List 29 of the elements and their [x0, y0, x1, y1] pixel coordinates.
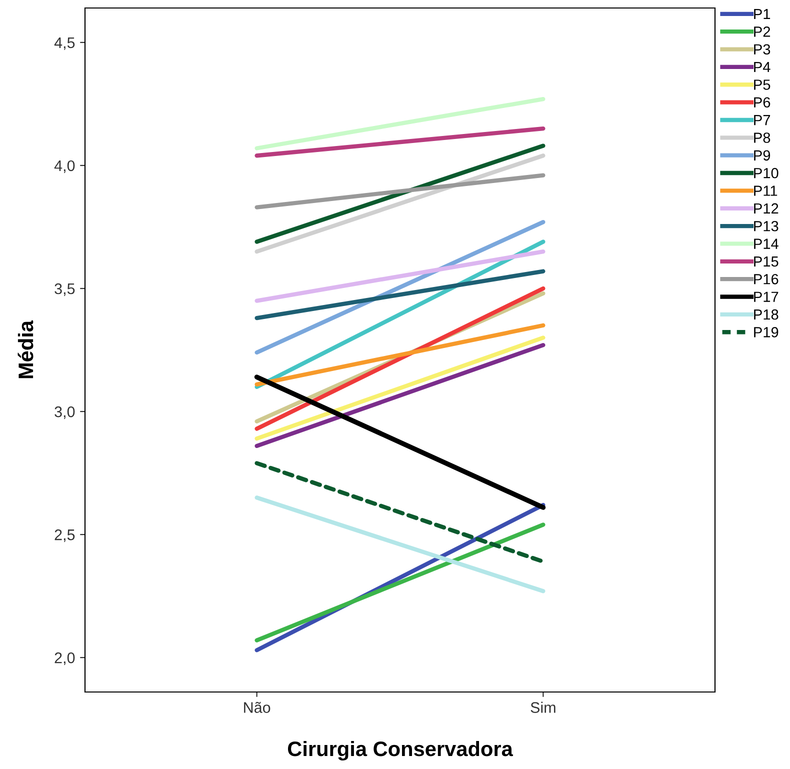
legend-label: P16 — [754, 274, 778, 284]
x-tick-label: Não — [244, 702, 270, 713]
legend-label: P1 — [754, 8, 770, 20]
legend-label: P15 — [754, 256, 778, 267]
legend-label: P9 — [754, 150, 770, 161]
legend-label: P10 — [754, 168, 778, 178]
legend-label: P18 — [754, 309, 778, 320]
legend-label: P14 — [754, 238, 778, 249]
legend-label: P13 — [754, 220, 778, 232]
legend-label: P11 — [754, 186, 778, 196]
legend-label: P19 — [754, 327, 778, 338]
legend-label: P4 — [754, 62, 770, 72]
x-axis-title: Cirurgia Conservadora — [288, 740, 514, 760]
y-tick-label: 2,5 — [54, 529, 75, 542]
legend-label: P8 — [754, 132, 770, 143]
legend-label: P6 — [754, 97, 770, 108]
legend-label: P17 — [754, 292, 778, 302]
y-tick-label: 2,0 — [54, 652, 75, 666]
legend-label: P12 — [754, 203, 778, 214]
y-tick-label: 3,0 — [54, 406, 75, 419]
y-axis-title: Média — [18, 320, 34, 378]
legend-label: P2 — [754, 26, 770, 37]
x-tick-label: Sim — [530, 702, 556, 713]
legend-label: P3 — [754, 44, 770, 55]
y-tick-label: 4,5 — [54, 37, 75, 50]
y-tick-label: 4,0 — [54, 160, 75, 173]
y-tick-label: 3,5 — [54, 283, 75, 296]
legend-label: P7 — [754, 115, 770, 126]
legend-label: P5 — [754, 80, 770, 90]
